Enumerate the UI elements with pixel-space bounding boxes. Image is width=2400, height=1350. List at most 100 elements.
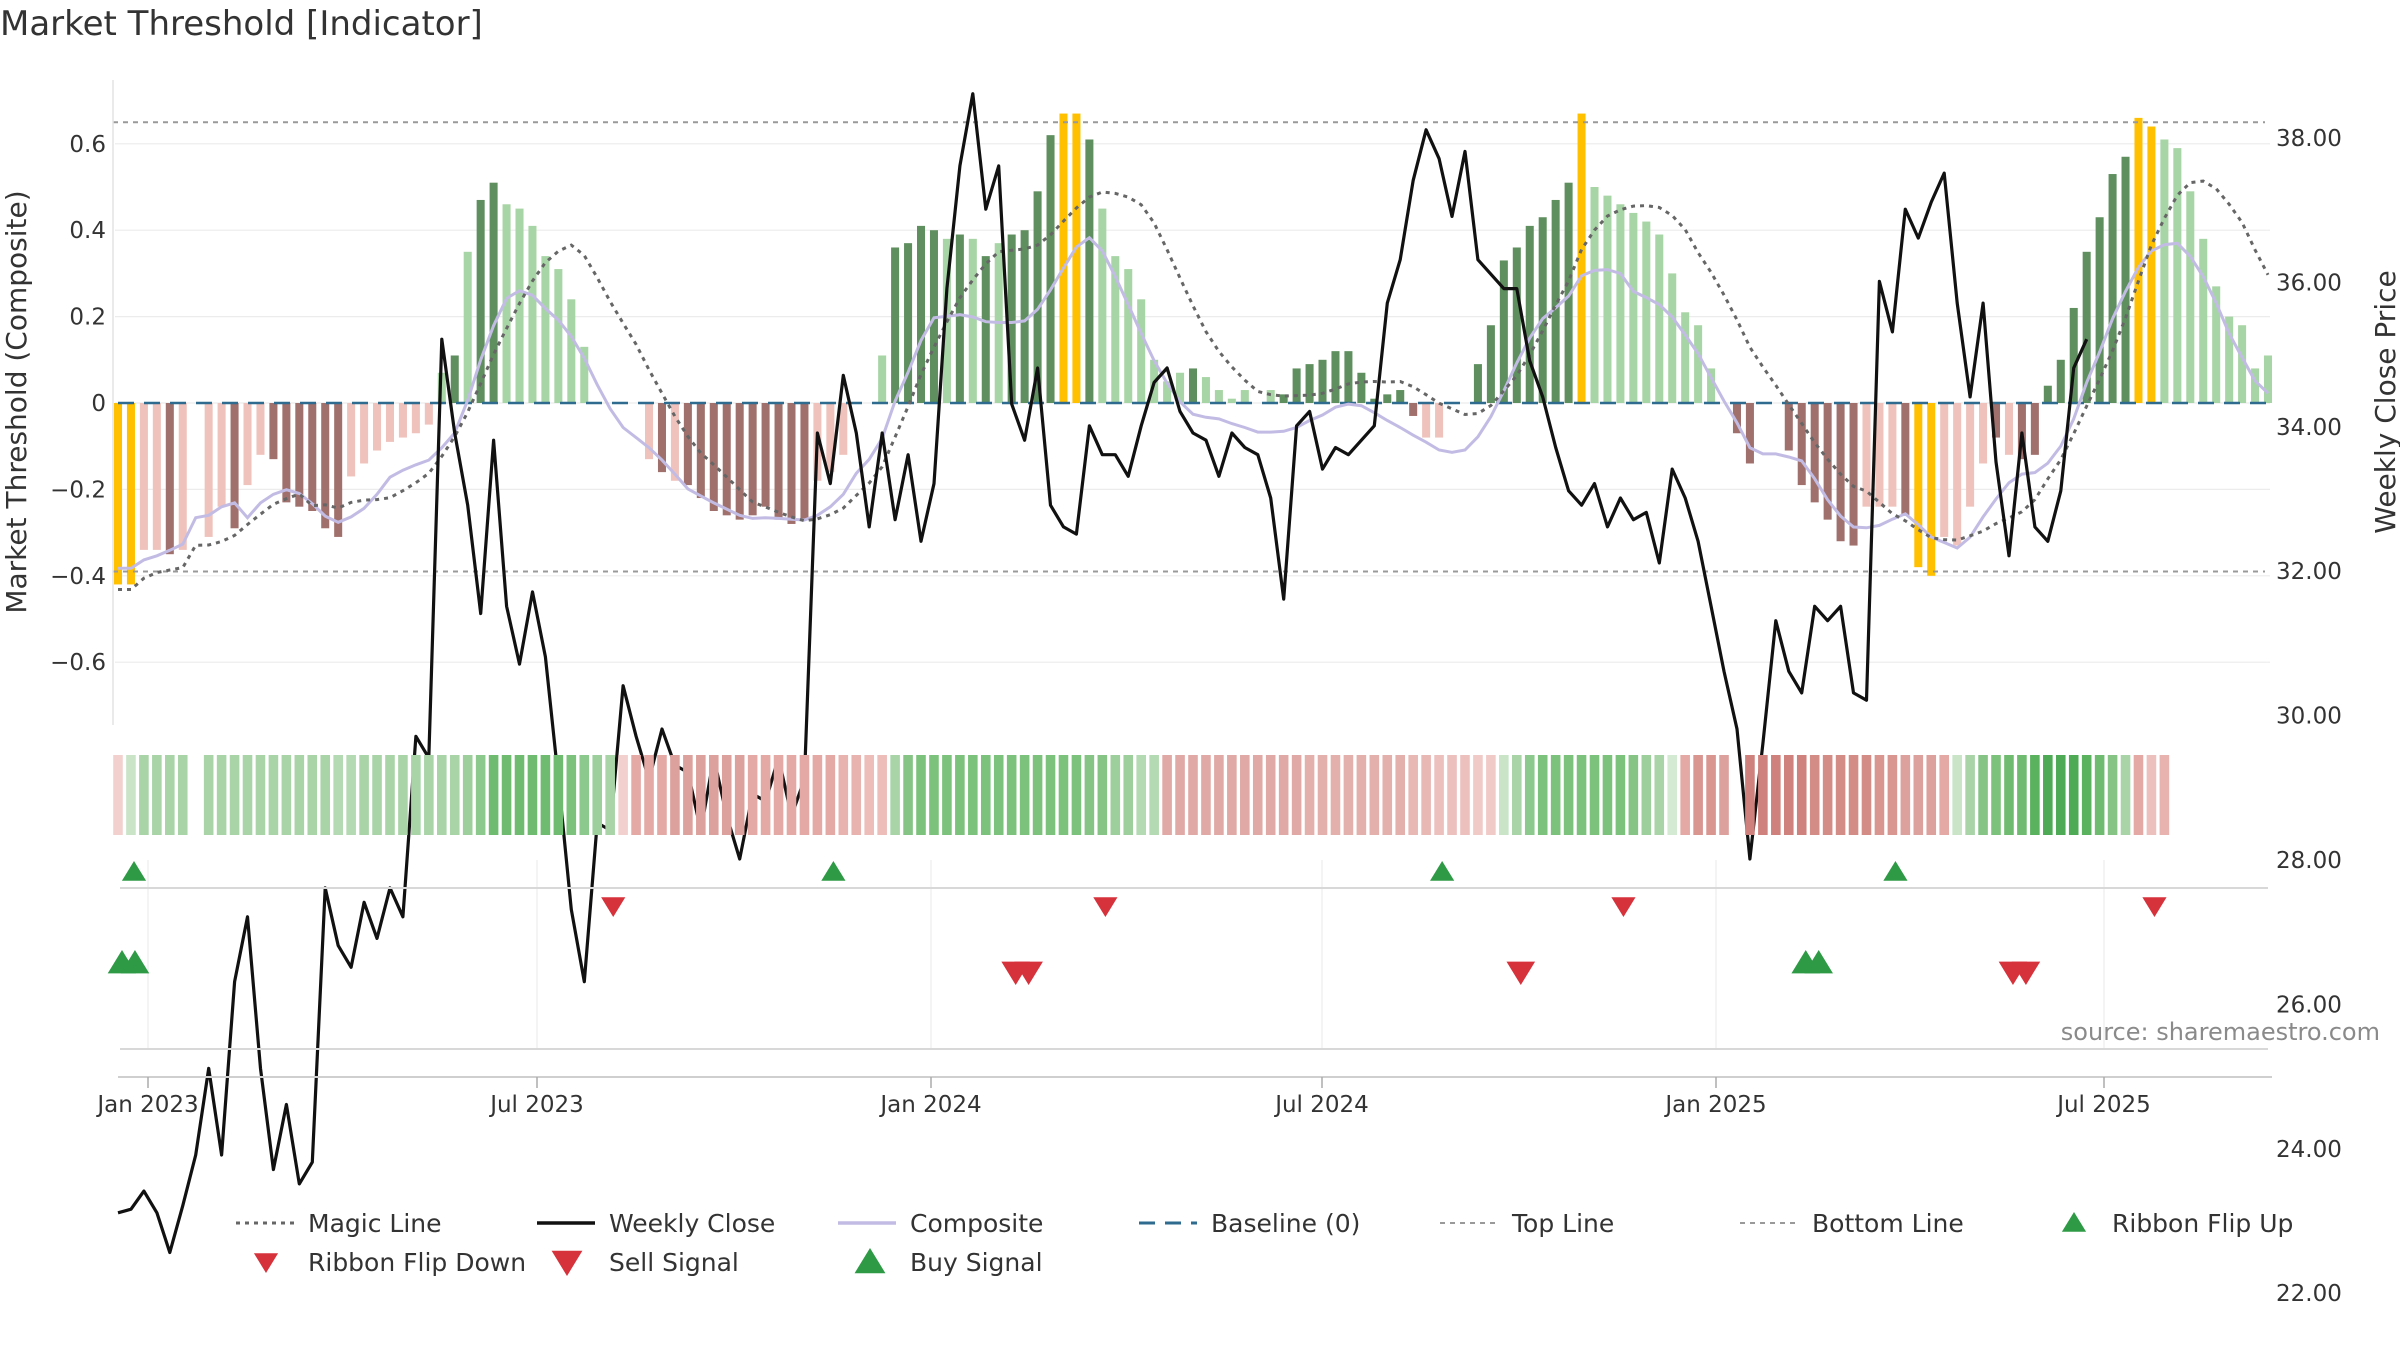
composite-bar [1914, 403, 1923, 568]
composite-bar [2043, 385, 2052, 403]
composite-bar [839, 403, 848, 455]
composite-bar [1784, 403, 1793, 451]
ribbon-cell [126, 755, 136, 835]
composite-bar [981, 256, 990, 403]
composite-bar [256, 403, 265, 455]
ribbon-cell [346, 755, 356, 835]
ribbon-cell [1550, 755, 1561, 835]
composite-bar [2147, 126, 2156, 404]
composite-bar [2095, 217, 2104, 403]
composite-bar [541, 256, 550, 403]
ribbon-cell [1706, 755, 1716, 835]
ribbon-cell [1019, 755, 1030, 835]
ribbon-cell [216, 755, 227, 835]
composite-bar [1396, 390, 1405, 403]
composite-bar [670, 403, 679, 481]
grid-lines [115, 143, 2270, 1048]
composite-bar [1707, 368, 1716, 403]
ribbon-cell [1304, 755, 1315, 835]
legend-item: Baseline (0) [1139, 1209, 1360, 1238]
legend-item: Ribbon Flip Up [2061, 1209, 2293, 1238]
composite-bar [334, 403, 343, 537]
composite-bar [1862, 403, 1871, 507]
composite-bar [295, 403, 304, 507]
ribbon-cell [799, 755, 810, 835]
composite-bar [2017, 403, 2026, 460]
y-axis-label: Market Threshold (Composite) [0, 190, 33, 613]
composite-bar [696, 403, 705, 499]
composite-bar [968, 238, 977, 403]
legend-label: Sell Signal [609, 1248, 739, 1277]
composite-bar [204, 403, 213, 537]
ribbon-cell [579, 755, 590, 835]
composite-bar [2160, 139, 2169, 404]
composite-bar [1111, 256, 1120, 403]
x-tick-label: Jan 2024 [878, 1092, 981, 1118]
composite-bar [683, 403, 692, 486]
composite-bar [2082, 251, 2091, 403]
ribbon-cell [1252, 755, 1263, 835]
ribbon-cell [320, 755, 331, 835]
ribbon-cell [1227, 755, 1237, 835]
ribbon-cell [1887, 755, 1898, 835]
y2-tick-label: 36.00 [2276, 270, 2342, 296]
ribbon-cell [437, 755, 447, 835]
ribbon-strip [113, 755, 2170, 835]
ribbon-cell [1628, 755, 1639, 835]
legend-swatch-flipup [2061, 1212, 2087, 1232]
ribbon-cell [152, 755, 162, 835]
ribbon-flip-up-marker [121, 861, 147, 881]
chart-title: Market Threshold [Indicator] [0, 4, 483, 44]
y2-tick-label: 22.00 [2276, 1281, 2342, 1307]
ribbon-cell [462, 755, 473, 835]
composite-bar [916, 225, 926, 403]
composite-bar [2121, 156, 2130, 403]
legend-swatch-sell [551, 1250, 583, 1276]
composite-bar [360, 403, 369, 464]
ribbon-cell [1978, 755, 1988, 835]
signal-rows [107, 861, 2268, 1050]
composite-bar [1966, 403, 1975, 507]
ribbon-cell [670, 755, 680, 835]
ribbon-cell [2004, 755, 2014, 835]
ribbon-cell [605, 755, 615, 835]
buy-signal-marker [1804, 950, 1833, 974]
composite-bar [1370, 398, 1379, 403]
composite-bar [1810, 403, 1819, 503]
composite-bar [1357, 372, 1366, 403]
composite-bar [2108, 174, 2117, 403]
ribbon-cell [1822, 755, 1833, 835]
ribbon-cell [1032, 755, 1043, 835]
y2-axis-label: Weekly Close Price [2369, 270, 2400, 533]
composite-bar [567, 299, 576, 403]
composite-bar [735, 403, 744, 520]
y-tick-label: −0.4 [50, 564, 106, 590]
ribbon-cell [2055, 755, 2066, 835]
composite-bar [774, 403, 783, 520]
composite-bar [1901, 403, 1910, 516]
ribbon-cell [980, 755, 991, 835]
composite-bar [1991, 403, 2001, 438]
composite-bar [1033, 191, 1042, 403]
composite-bar [1124, 269, 1133, 403]
composite-bar [904, 243, 913, 403]
ribbon-cell [696, 755, 706, 835]
composite-bar [1344, 351, 1353, 403]
legend-item: Magic Line [236, 1209, 442, 1238]
composite-bar [1163, 381, 1172, 403]
ribbon-cell [1240, 755, 1250, 835]
ribbon-cell [2081, 755, 2092, 835]
composite-bar [269, 403, 278, 460]
ribbon-cell [1149, 755, 1159, 835]
composite-bar [1979, 403, 1988, 464]
ribbon-cell [1382, 755, 1393, 835]
ribbon-cell [747, 755, 758, 835]
ribbon-cell [2146, 755, 2157, 835]
ribbon-cell [1693, 755, 1703, 835]
ribbon-cell [1486, 755, 1496, 835]
composite-bar [748, 403, 757, 516]
y-tick-label: −0.6 [50, 650, 106, 676]
ribbon-cell [1097, 755, 1108, 835]
composite-bar [1564, 182, 1573, 403]
ribbon-cell [1783, 755, 1794, 835]
